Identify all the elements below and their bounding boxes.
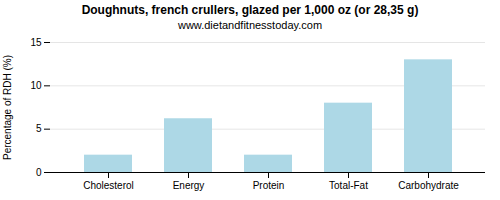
svg-text:Energy: Energy — [173, 180, 205, 191]
svg-text:Protein: Protein — [253, 180, 285, 191]
html-text:www.dietandfitnesstoday.com: www.dietandfitnesstoday.com — [178, 19, 322, 31]
svg-text:Carbohydrate: Carbohydrate — [398, 180, 459, 191]
svg-text:15: 15 — [30, 37, 42, 48]
svg-text:0: 0 — [36, 167, 42, 178]
svg-text:Percentage of RDH (%): Percentage of RDH (%) — [2, 55, 13, 160]
svg-text:5: 5 — [36, 123, 42, 134]
svg-text:10: 10 — [30, 80, 42, 91]
html-text:Doughnuts, french crullers, gl: Doughnuts, french crullers, glazed per 1… — [81, 3, 419, 17]
svg-text:Cholesterol: Cholesterol — [83, 180, 134, 191]
svg-text:Total-Fat: Total-Fat — [329, 180, 368, 191]
